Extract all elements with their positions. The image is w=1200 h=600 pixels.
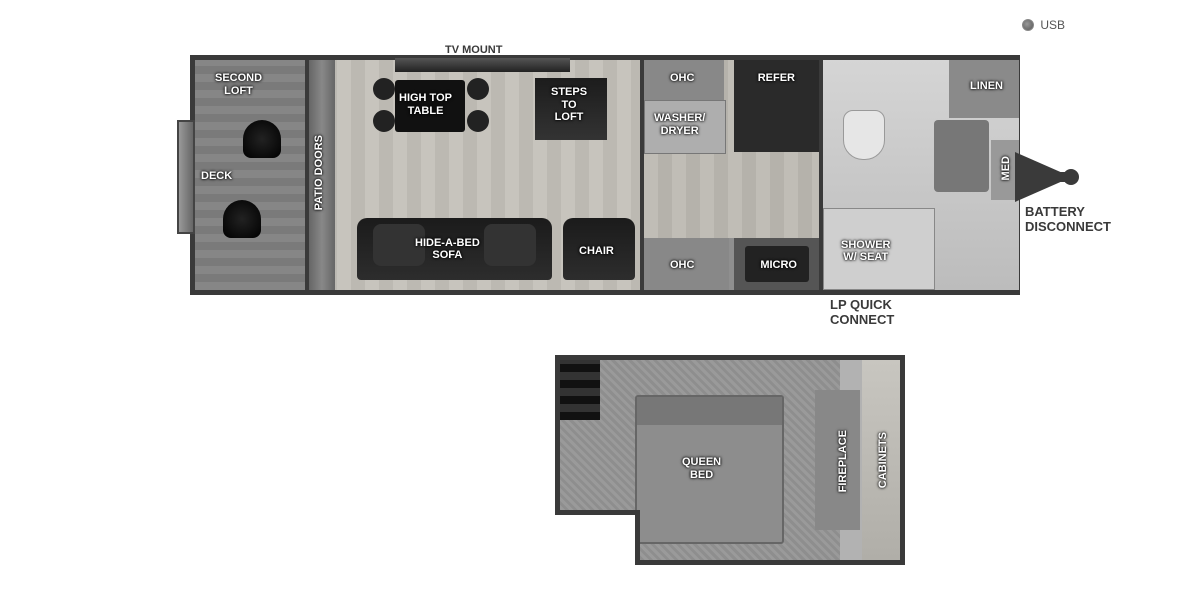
patio-doors-label: PATIO DOORS [313,135,326,210]
vanity-icon [934,120,989,192]
usb-legend: USB [1022,18,1065,32]
deck-label: DECK [201,170,232,183]
deck-chair-icon [223,200,261,238]
stool-icon [373,110,395,132]
toilet-icon [843,110,885,160]
deck-railing-icon [177,120,195,234]
trailer-hitch-icon [1015,142,1085,212]
deck-area: SECOND LOFT DECK [195,60,309,290]
shower-label: SHOWER W/ SEAT [841,239,891,264]
main-floorplan: SECOND LOFT DECK PATIO DOORS TV MOUNT HI… [190,55,1020,295]
battery-disconnect-callout: BATTERY DISCONNECT [1025,205,1111,235]
tv-mount [395,58,570,72]
ohc-top-label: OHC [670,72,694,85]
high-top-table-label: HIGH TOP TABLE [399,92,452,117]
sofa-label: HIDE-A-BED SOFA [415,237,480,262]
cabinets-label: CABINETS [877,432,890,488]
stool-icon [467,110,489,132]
second-loft-label: SECOND LOFT [215,72,262,97]
micro-label: MICRO [760,259,797,272]
loft-notch [555,510,640,565]
patio-doors: PATIO DOORS [309,60,335,290]
usb-dot-icon [1022,19,1034,31]
usb-legend-label: USB [1040,18,1065,32]
linen-label: LINEN [970,80,1003,93]
loft-floorplan: QUEEN BED FIREPLACE CABINETS [555,355,905,565]
lp-quick-connect-callout: LP QUICK CONNECT [830,298,894,328]
fireplace-label: FIREPLACE [837,430,850,492]
refer-label: REFER [758,72,795,85]
med-label: MED [1000,156,1013,180]
steps-to-loft-label: STEPS TO LOFT [551,86,587,124]
bathroom-zone: LINEN MED SHOWER W/ SEAT [819,60,1019,290]
chair-label: CHAIR [579,245,614,258]
washer-dryer-label: WASHER/ DRYER [654,112,705,137]
ohc-bottom-label: OHC [670,259,694,272]
tv-mount-label: TV MOUNT [445,44,502,57]
stool-icon [467,78,489,100]
queen-bed-label: QUEEN BED [682,456,721,481]
kitchen-zone: OHC WASHER/ DRYER REFER OHC MICRO [640,60,819,290]
deck-chair-icon [243,120,281,158]
loft-stairs-icon [560,360,600,420]
stool-icon [373,78,395,100]
